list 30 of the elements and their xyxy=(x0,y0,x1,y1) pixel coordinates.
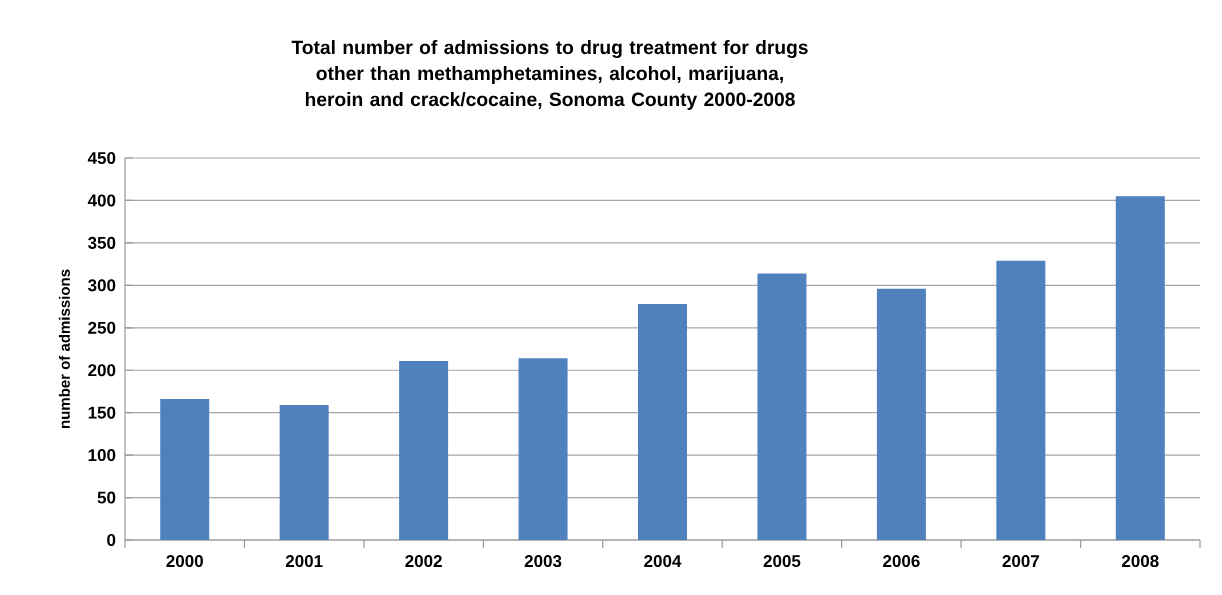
bar xyxy=(1115,196,1165,540)
x-tick-label: 2001 xyxy=(285,555,323,568)
y-tick-label: 50 xyxy=(97,491,116,504)
y-tick-label: 100 xyxy=(88,449,116,462)
bar xyxy=(399,360,449,540)
x-tick-label: 2006 xyxy=(883,555,920,568)
bar xyxy=(996,260,1046,540)
bar xyxy=(279,405,329,540)
y-axis-title: number of admissions xyxy=(58,269,70,429)
y-tick-label: 450 xyxy=(87,151,116,165)
x-tick-label: 2002 xyxy=(405,555,442,568)
x-tick-label: 2007 xyxy=(1002,555,1039,568)
x-tick-label: 2000 xyxy=(166,555,203,568)
bar xyxy=(876,288,926,540)
x-tick-label: 2004 xyxy=(644,555,682,568)
y-tick-label: 0 xyxy=(107,533,116,547)
bar xyxy=(757,273,807,540)
bar xyxy=(160,399,210,540)
bar xyxy=(638,304,687,540)
x-tick-label: 2008 xyxy=(1121,555,1159,568)
y-tick-label: 200 xyxy=(88,364,116,377)
bar xyxy=(518,358,568,540)
x-tick-label: 2003 xyxy=(524,555,562,568)
chart-title: Total number of admissions to drug treatment for drugs other than methamphetamines, alcohol, marijuana, heroin and crack/cocaine, Sonoma County 2000-2008 xyxy=(291,40,808,110)
y-tick-label: 150 xyxy=(88,406,116,419)
x-tick-label: 2005 xyxy=(763,555,801,568)
y-tick-label: 350 xyxy=(87,236,116,249)
y-tick-label: 250 xyxy=(88,321,116,334)
y-tick-label: 400 xyxy=(87,194,116,207)
y-tick-label: 300 xyxy=(87,279,116,292)
